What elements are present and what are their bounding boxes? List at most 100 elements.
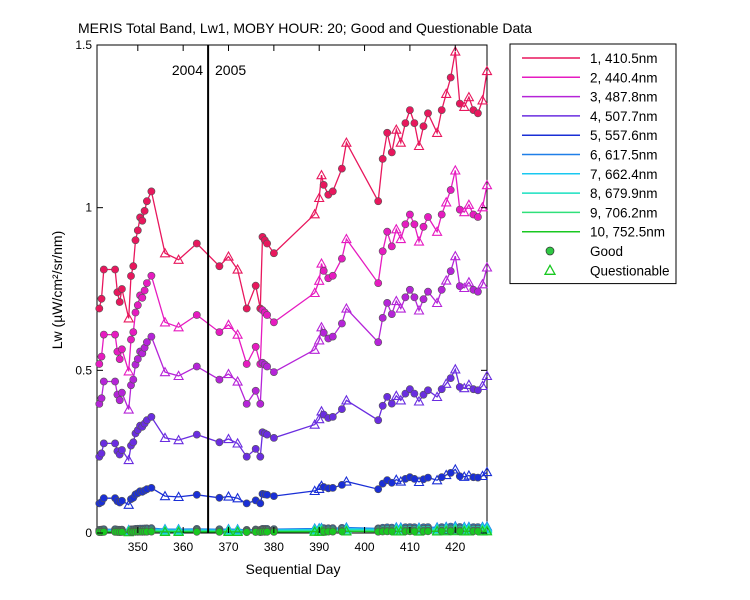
good-point	[405, 285, 414, 294]
good-point	[192, 430, 201, 439]
questionable-point	[463, 91, 475, 102]
good-point	[473, 386, 482, 395]
x-tick-label: 370	[218, 540, 238, 554]
good-point	[269, 433, 278, 442]
good-point	[374, 197, 383, 206]
good-point	[256, 499, 265, 508]
good-point	[337, 254, 346, 263]
good-point	[115, 298, 124, 306]
good-point	[215, 262, 224, 271]
good-point	[118, 496, 126, 505]
good-point	[127, 335, 135, 344]
good-point	[131, 236, 140, 245]
x-tick-label: 420	[445, 540, 465, 554]
questionable-point	[173, 370, 185, 381]
questionable-point	[123, 403, 135, 414]
x-tick-label: 390	[309, 540, 329, 554]
good-point	[97, 352, 106, 361]
questionable-point	[390, 123, 402, 134]
good-point	[401, 119, 410, 127]
good-point	[251, 386, 260, 395]
good-point	[215, 438, 224, 447]
good-point	[473, 213, 482, 221]
good-point	[387, 242, 396, 251]
legend-good-marker	[545, 246, 555, 256]
series-10	[95, 525, 493, 537]
good-point	[251, 444, 260, 453]
good-point	[115, 396, 124, 405]
x-tick-label: 380	[264, 540, 284, 554]
good-point	[95, 304, 104, 313]
good-point	[142, 338, 151, 347]
questionable-point	[477, 201, 488, 212]
good-point	[99, 330, 108, 339]
good-point	[419, 222, 428, 231]
good-point	[424, 473, 432, 482]
good-point	[269, 249, 278, 258]
questionable-point	[395, 233, 407, 244]
questionable-point	[390, 295, 402, 306]
questionable-point	[309, 418, 321, 429]
questionable-point	[458, 101, 470, 111]
good-point	[99, 528, 108, 536]
good-point	[118, 528, 126, 536]
good-point	[147, 187, 156, 196]
questionable-point	[413, 140, 425, 151]
good-point	[374, 416, 383, 425]
good-point	[319, 266, 328, 275]
questionable-point	[316, 169, 327, 180]
questionable-point	[413, 395, 425, 406]
questionable-point	[413, 235, 425, 246]
questionable-point	[481, 179, 493, 190]
questionable-point	[458, 206, 470, 217]
good-point	[138, 216, 147, 225]
questionable-point	[173, 321, 185, 332]
good-point	[410, 119, 419, 127]
legend-entry-label: 5, 557.6nm	[590, 128, 658, 143]
good-point	[242, 304, 251, 313]
legend-questionable-marker	[543, 263, 557, 275]
good-point	[401, 220, 410, 229]
questionable-point	[313, 275, 325, 285]
good-point	[142, 197, 151, 206]
questionable-point	[232, 263, 244, 274]
good-point	[251, 342, 260, 351]
good-point	[337, 405, 346, 413]
questionable-point	[123, 499, 135, 509]
good-point	[387, 310, 396, 318]
questionable-point	[481, 520, 493, 531]
series-1	[95, 45, 493, 323]
series-4	[95, 363, 493, 465]
good-point	[378, 154, 387, 163]
good-point	[328, 332, 337, 341]
questionable-point	[481, 261, 493, 272]
questionable-point	[390, 390, 402, 400]
good-point	[383, 227, 392, 236]
questionable-point	[223, 319, 234, 329]
good-point	[133, 301, 142, 310]
legend-good-label: Good	[590, 244, 623, 259]
good-point	[374, 279, 383, 287]
good-point	[337, 319, 346, 328]
questionable-point	[477, 94, 488, 105]
questionable-point	[223, 368, 234, 379]
good-point	[263, 239, 271, 248]
questionable-point	[463, 379, 475, 389]
questionable-point	[463, 276, 475, 287]
x-tick-label: 400	[355, 540, 375, 554]
questionable-point	[232, 375, 244, 386]
legend-entry-label: 3, 487.8nm	[590, 90, 658, 105]
legend-entry-label: 4, 507.7nm	[590, 109, 658, 124]
questionable-point	[340, 525, 352, 536]
questionable-point	[159, 316, 171, 327]
questionable-point	[159, 526, 171, 537]
questionable-point	[449, 250, 461, 261]
good-point	[256, 452, 265, 461]
questionable-point	[316, 257, 327, 268]
good-point	[192, 490, 201, 499]
good-point	[192, 239, 201, 248]
good-point	[118, 285, 126, 293]
good-point	[131, 308, 140, 317]
good-point	[99, 265, 108, 274]
